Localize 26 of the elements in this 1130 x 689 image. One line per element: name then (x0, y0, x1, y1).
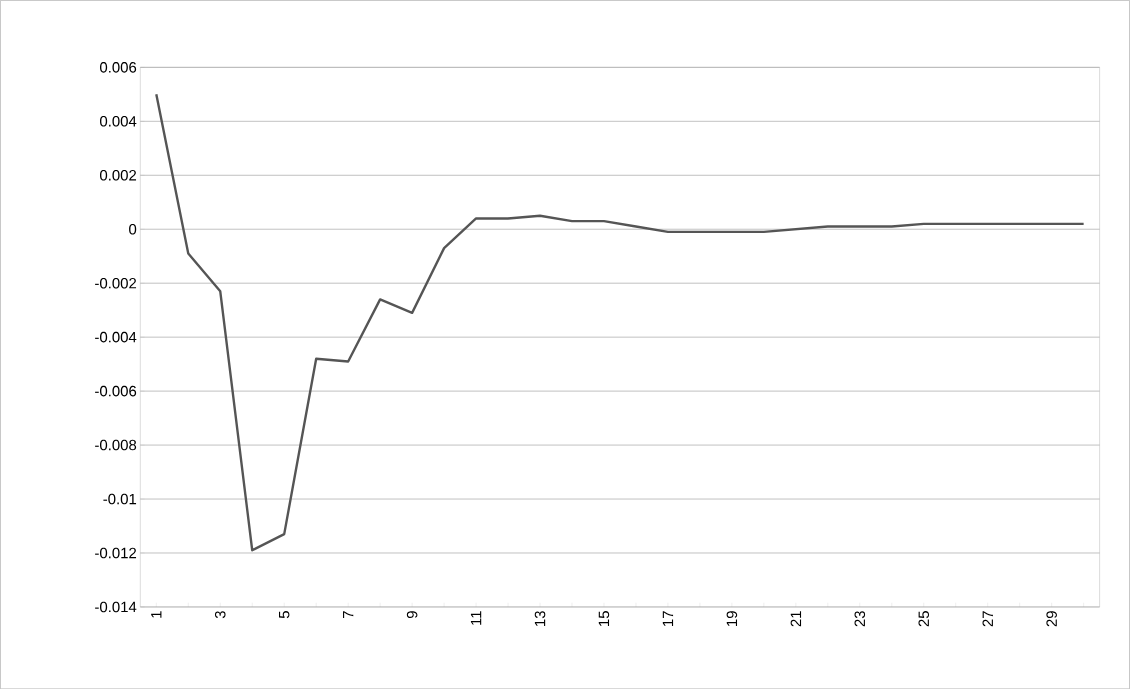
x-tick-label: 7 (343, 611, 354, 618)
y-tick-label: 0.006 (100, 61, 137, 73)
x-tick-label: 17 (662, 611, 674, 626)
x-tick-label: 29 (1046, 611, 1057, 627)
x-tick-label: 1 (151, 611, 162, 618)
x-tick-label: 3 (214, 610, 226, 619)
y-tick-label: 0.002 (100, 169, 137, 181)
x-tick-label: 9 (406, 611, 418, 618)
y-tick-label: 0 (129, 223, 137, 235)
y-tick-label: -0.01 (103, 493, 137, 505)
x-tick-label: 15 (598, 610, 610, 626)
x-tick-label: 21 (790, 611, 802, 627)
x-tick-label: 13 (534, 610, 546, 626)
x-tick-label: 23 (854, 610, 866, 627)
x-tick-label: 25 (918, 610, 930, 627)
y-tick-label: -0.006 (95, 385, 137, 397)
y-tick-label: -0.004 (95, 331, 137, 343)
y-tick-label: -0.002 (95, 277, 137, 289)
y-tick-label: 0.004 (100, 115, 137, 127)
x-tick-label: 11 (470, 611, 482, 625)
x-tick-label: 27 (982, 611, 993, 627)
y-tick-label: -0.012 (95, 547, 137, 559)
y-tick-label: -0.008 (95, 439, 137, 451)
x-tick-label: 19 (726, 611, 738, 626)
x-tick-label: 5 (279, 610, 290, 619)
y-tick-label: -0.014 (95, 601, 137, 613)
